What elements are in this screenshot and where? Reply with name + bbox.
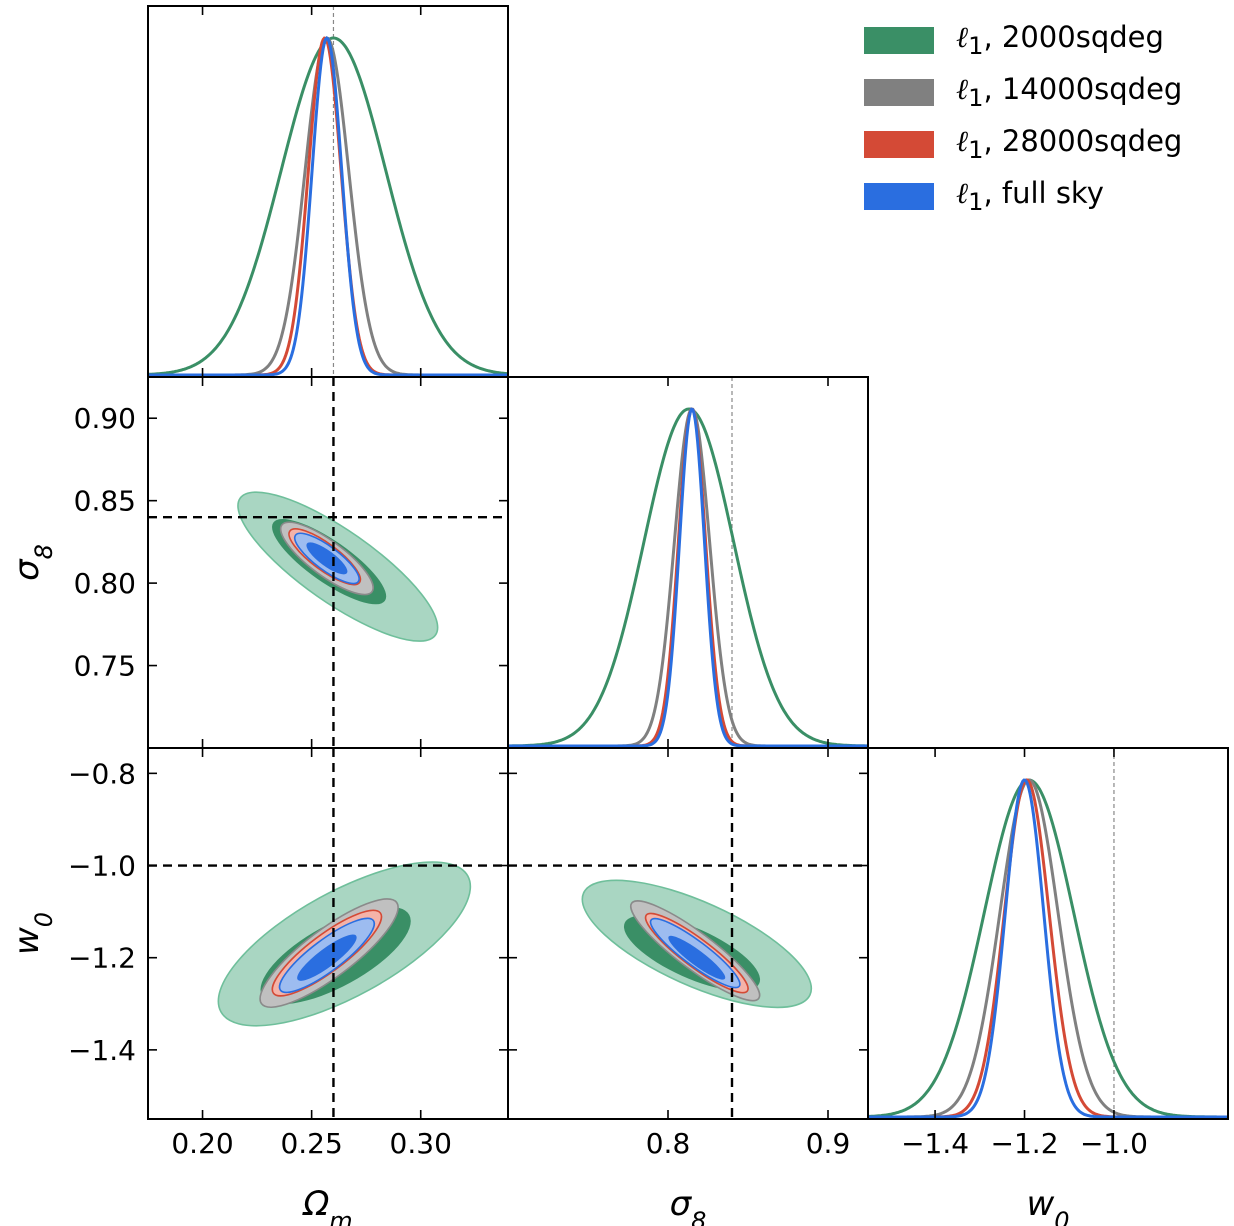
panel-1d-content	[148, 6, 508, 377]
legend-item: ℓ1, 2000sqdeg	[864, 14, 1182, 66]
legend-item: ℓ1, 14000sqdeg	[864, 66, 1182, 118]
panel-1d-sigma_8	[507, 376, 869, 749]
x-axis-title-w0-subscript: 0	[1054, 1207, 1069, 1226]
panel-1d-w0	[867, 747, 1229, 1120]
series-curve-0	[508, 407, 868, 748]
legend-swatch	[864, 130, 934, 158]
panel-frame	[867, 747, 1229, 1120]
y-axis-title-sigma-8-subscript: 8	[30, 544, 58, 559]
x-tick-label: 0.9	[806, 1127, 851, 1160]
series-curve-2	[148, 36, 508, 377]
panel-frame	[507, 747, 869, 1120]
series-curve-3	[508, 407, 868, 748]
y-tick-label: 0.80	[74, 567, 136, 600]
x-axis-title-w0: w0	[1026, 1184, 1069, 1226]
legend-label: ℓ1, 28000sqdeg	[956, 124, 1183, 164]
legend-swatch	[864, 78, 934, 106]
x-axis-title-omega-m: Ωm	[301, 1184, 352, 1226]
panel-1d-omega_m	[147, 5, 509, 378]
contour-68-series-3	[668, 935, 726, 980]
legend: ℓ1, 2000sqdeg ℓ1, 14000sqdeg ℓ1, 28000sq…	[864, 14, 1182, 222]
series-curve-3	[148, 35, 508, 377]
legend-item: ℓ1, 28000sqdeg	[864, 118, 1182, 170]
panel-2d-omega_m__w0	[147, 747, 509, 1120]
y-axis-title-w0: w0	[7, 912, 58, 955]
x-tick-label: 0.20	[171, 1127, 233, 1160]
panel-2d-content	[237, 491, 439, 642]
legend-label: ℓ1, 2000sqdeg	[956, 20, 1164, 60]
x-axis-title-omega-m-symbol: Ω	[301, 1184, 329, 1224]
x-axis-title-sigma-8-symbol: σ	[670, 1184, 693, 1224]
y-tick-label: −1.4	[68, 1034, 136, 1067]
legend-label: ℓ1, 14000sqdeg	[956, 72, 1183, 112]
series-curve-0	[148, 36, 508, 376]
y-tick-label: −1.2	[68, 942, 136, 975]
y-tick-label: 0.90	[74, 402, 136, 435]
contour-68-series-3	[297, 934, 357, 981]
y-axis-title-sigma-8: σ8	[7, 544, 58, 581]
y-axis-title-w0-symbol: w	[7, 927, 47, 955]
x-tick-label: −1.4	[901, 1127, 969, 1160]
panel-2d-content	[217, 861, 472, 1027]
legend-swatch	[864, 182, 934, 210]
x-tick-label: 0.30	[390, 1127, 452, 1160]
x-axis-title-sigma-8-subscript: 8	[691, 1207, 706, 1226]
x-axis-title-w0-symbol: w	[1026, 1184, 1054, 1224]
panel-1d-content	[868, 748, 1228, 1119]
x-axis-title-sigma-8: σ8	[670, 1184, 707, 1226]
x-axis-title-omega-m-subscript: m	[329, 1207, 352, 1226]
y-tick-label: −1.0	[68, 850, 136, 883]
x-tick-label: 0.8	[646, 1127, 691, 1160]
series-curve-1	[148, 36, 508, 377]
legend-item: ℓ1, full sky	[864, 170, 1182, 222]
series-curve-2	[508, 407, 868, 748]
x-tick-label: 0.25	[280, 1127, 342, 1160]
panel-2d-omega_m__sigma_8	[147, 376, 509, 749]
legend-swatch	[864, 26, 934, 54]
panel-1d-content	[508, 377, 868, 748]
y-tick-label: 0.75	[74, 650, 136, 683]
y-tick-label: −0.8	[68, 757, 136, 790]
y-axis-title-w0-subscript: 0	[30, 912, 58, 927]
panel-2d-sigma_8__w0	[507, 747, 869, 1120]
panel-frame	[147, 5, 509, 378]
panel-2d-content	[581, 879, 813, 1009]
x-tick-label: −1.2	[991, 1127, 1059, 1160]
y-tick-label: 0.85	[74, 485, 136, 518]
series-curve-1	[508, 407, 868, 748]
series-curve-3	[868, 778, 1228, 1119]
y-axis-title-sigma-8-symbol: σ	[7, 558, 47, 581]
legend-label: ℓ1, full sky	[956, 176, 1104, 216]
x-tick-label: −1.0	[1080, 1127, 1148, 1160]
series-curve-0	[868, 778, 1228, 1119]
contour-68-series-3	[306, 542, 348, 575]
